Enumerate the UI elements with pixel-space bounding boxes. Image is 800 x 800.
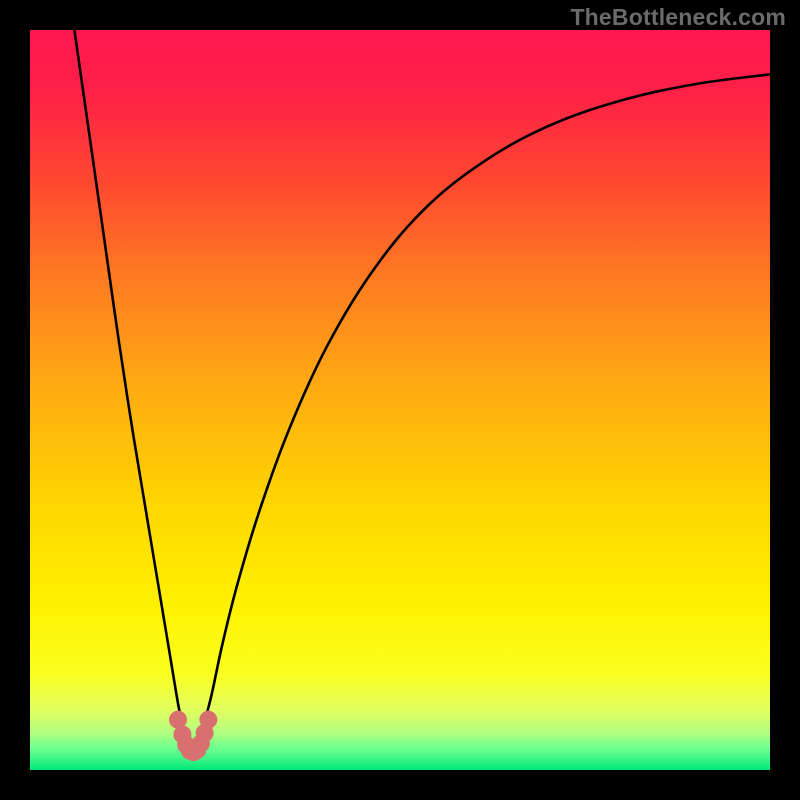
- figure: TheBottleneck.com: [0, 0, 800, 800]
- watermark-text: TheBottleneck.com: [570, 4, 786, 31]
- valley-marker: [199, 711, 217, 729]
- bottleneck-curve: [74, 30, 770, 729]
- curve-layer: [30, 30, 770, 770]
- valley-markers: [169, 711, 217, 762]
- plot-area: [30, 30, 770, 770]
